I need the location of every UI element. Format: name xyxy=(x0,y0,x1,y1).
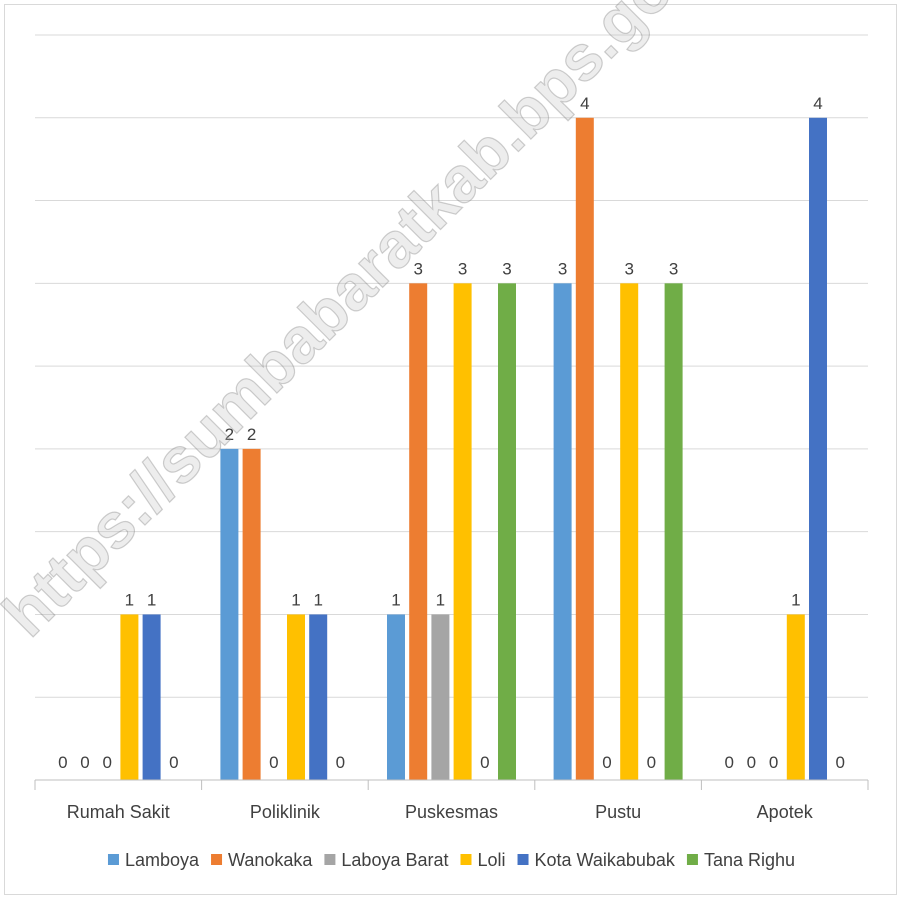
bars xyxy=(120,117,827,781)
legend-label: Laboya Barat xyxy=(341,850,448,870)
bar xyxy=(220,448,239,780)
data-label: 0 xyxy=(724,753,733,772)
legend-item: Wanokaka xyxy=(211,850,313,870)
data-label: 0 xyxy=(747,753,756,772)
bar xyxy=(553,283,572,780)
bar xyxy=(120,614,139,780)
bar xyxy=(142,614,161,780)
bar xyxy=(620,283,639,780)
gridlines xyxy=(35,34,868,698)
legend-item: Tana Righu xyxy=(686,850,795,870)
legend-swatch xyxy=(107,854,119,865)
x-tick-label: Puskesmas xyxy=(405,802,498,822)
data-label: 0 xyxy=(769,753,778,772)
bar xyxy=(575,117,594,781)
legend: Lamboya Wanokaka Laboya Barat Loli Kota Waik… xyxy=(107,850,795,870)
bar xyxy=(242,448,261,780)
bar xyxy=(786,614,805,780)
data-label: 1 xyxy=(313,590,322,609)
bar xyxy=(664,283,683,780)
legend-swatch xyxy=(686,854,698,865)
data-label: 3 xyxy=(624,259,633,278)
data-label: 0 xyxy=(480,753,489,772)
data-label: 1 xyxy=(125,590,134,609)
data-label: 1 xyxy=(147,590,156,609)
data-label: 3 xyxy=(458,259,467,278)
data-label: 0 xyxy=(169,753,178,772)
data-label: 1 xyxy=(436,590,445,609)
legend-label: Lamboya xyxy=(125,850,200,870)
x-tick-label: Rumah Sakit xyxy=(67,802,170,822)
data-label: 3 xyxy=(669,259,678,278)
bar xyxy=(287,614,305,780)
x-tick-label: Pustu xyxy=(595,802,641,822)
data-label: 3 xyxy=(502,259,511,278)
data-label: 1 xyxy=(291,590,300,609)
bar xyxy=(409,283,428,780)
data-label: 0 xyxy=(58,753,67,772)
data-label: 1 xyxy=(391,590,400,609)
bar xyxy=(809,117,827,781)
legend-item: Laboya Barat xyxy=(324,850,448,870)
data-label: 3 xyxy=(413,259,422,278)
legend-label: Kota Waikabubak xyxy=(535,850,676,870)
data-label: 0 xyxy=(602,753,611,772)
x-tick-label: Poliklinik xyxy=(250,802,321,822)
legend-label: Wanokaka xyxy=(228,850,313,870)
data-label: 0 xyxy=(647,753,656,772)
bar xyxy=(387,614,405,780)
x-axis: Rumah Sakit Poliklinik Puskesmas Pustu Apote… xyxy=(34,779,869,822)
data-label: 1 xyxy=(791,590,800,609)
legend-item: Loli xyxy=(460,850,506,870)
data-label: 4 xyxy=(580,94,589,113)
bar xyxy=(498,283,516,780)
legend-swatch xyxy=(211,854,223,865)
data-label: 0 xyxy=(835,753,844,772)
bar xyxy=(431,614,450,780)
legend-swatch xyxy=(324,854,336,865)
legend-swatch xyxy=(460,854,472,865)
legend-item: Lamboya xyxy=(107,850,200,870)
bar xyxy=(309,614,328,780)
data-label: 0 xyxy=(80,753,89,772)
bar xyxy=(453,283,472,780)
legend-swatch xyxy=(517,854,529,865)
data-label: 0 xyxy=(336,753,345,772)
legend-label: Loli xyxy=(477,850,505,870)
data-label: 2 xyxy=(225,425,234,444)
x-tick-label: Apotek xyxy=(757,802,814,822)
data-label: 3 xyxy=(558,259,567,278)
legend-item: Kota Waikabubak xyxy=(517,850,676,870)
data-label: 0 xyxy=(102,753,111,772)
data-label: 0 xyxy=(269,753,278,772)
data-label: 2 xyxy=(247,425,256,444)
legend-label: Tana Righu xyxy=(704,850,795,870)
data-label: 4 xyxy=(813,94,822,113)
